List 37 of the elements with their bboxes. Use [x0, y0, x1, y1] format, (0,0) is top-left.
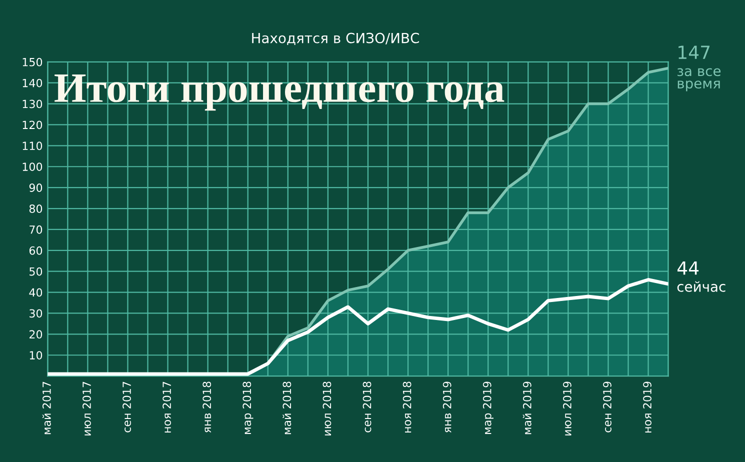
y-tick-label: 40	[29, 288, 42, 297]
y-tick-label: 150	[22, 58, 42, 66]
y-tick-label: 70	[30, 225, 42, 234]
y-tick-label: 130	[22, 100, 42, 108]
chart-title: Находятся в СИЗО/ИВС	[252, 32, 419, 46]
y-tick-label: 80	[29, 204, 42, 213]
x-tick-label: май 2019	[522, 382, 532, 434]
x-tick-label: июл 2019	[562, 382, 572, 436]
y-tick-label: 60	[29, 246, 42, 255]
y-tick-label: 90	[29, 184, 42, 192]
x-tick-label: май 2018	[282, 382, 292, 434]
data-label: 44	[677, 261, 699, 275]
x-tick-label: мар 2019	[482, 382, 494, 434]
x-tick-label: сен 2017	[122, 382, 131, 432]
annotation: Итоги прошедшего года	[54, 74, 504, 111]
y-tick-label: 50	[30, 267, 42, 276]
x-tick-label: янв 2018	[202, 382, 212, 433]
y-tick-label: 20	[29, 330, 42, 339]
x-tick-label: ноя 2018	[402, 382, 412, 432]
series-label: сейчас	[677, 281, 726, 292]
y-tick-label: 100	[22, 162, 42, 172]
x-tick-label: янв 2019	[442, 382, 452, 433]
x-tick-label: ноя 2019	[643, 382, 652, 432]
x-tick-label: июл 2017	[82, 382, 91, 436]
data-label: 147	[678, 46, 710, 59]
y-tick-label: 120	[22, 120, 42, 130]
y-tick-label: 30	[30, 309, 42, 318]
y-tick-label: 110	[22, 142, 42, 150]
series-label: за все время	[678, 68, 721, 92]
x-tick-label: мар 2018	[242, 382, 254, 434]
x-tick-label: ноя 2017	[162, 382, 172, 432]
y-tick-label: 10	[30, 351, 42, 360]
x-tick-label: май 2017	[42, 382, 51, 434]
y-tick-label: 140	[22, 78, 42, 88]
x-tick-label: июл 2018	[322, 382, 332, 436]
x-tick-label: сен 2018	[362, 382, 372, 432]
x-tick-label: сен 2019	[603, 382, 612, 432]
